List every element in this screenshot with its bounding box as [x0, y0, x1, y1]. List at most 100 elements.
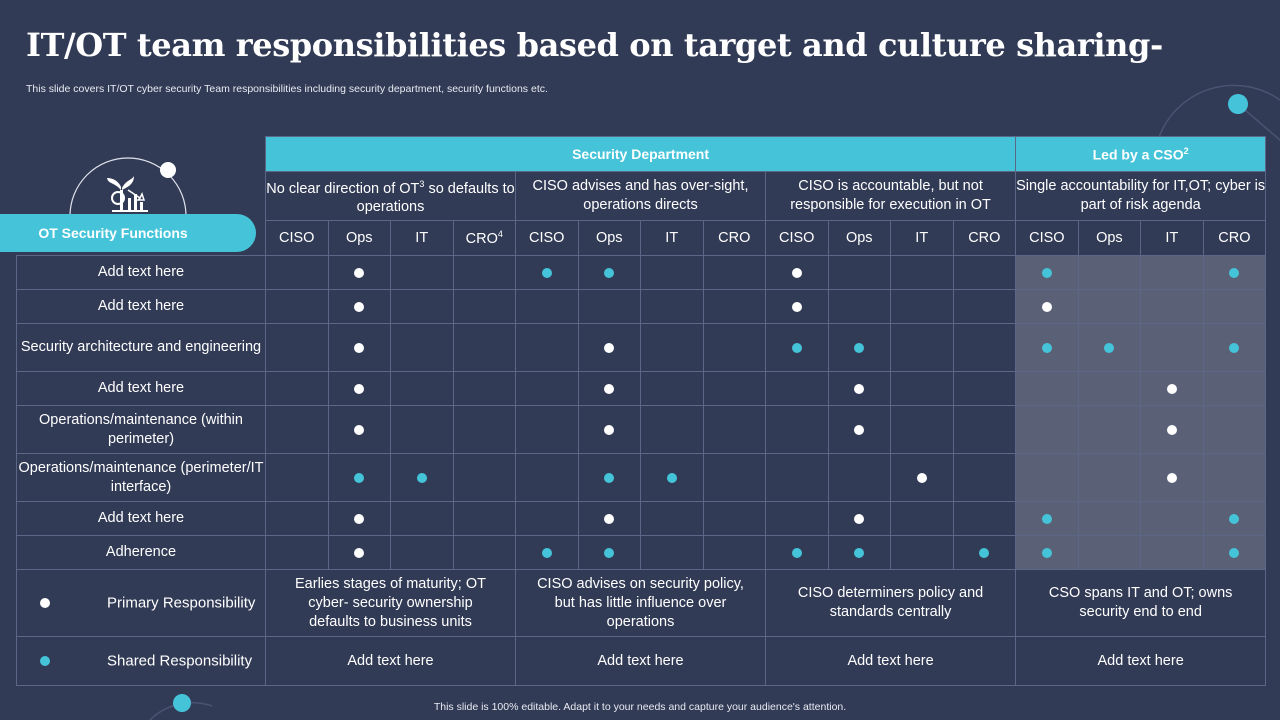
mark-cell — [640, 371, 704, 406]
mark-cell — [890, 371, 954, 406]
shared-dot — [1041, 267, 1052, 278]
primary-dot — [354, 547, 365, 558]
primary-dot — [916, 472, 927, 483]
mark-cell — [1077, 501, 1142, 536]
mark-cell — [702, 405, 766, 454]
shared-note: Add text here — [764, 636, 1017, 686]
shared-dot — [854, 547, 865, 558]
text: Led by a CSO — [1092, 146, 1184, 163]
sub-column-row: CISO Ops IT CRO4 CISO Ops IT CRO CISO Ops IT CRO CIS… — [17, 220, 1267, 256]
sub-column-header: CISO — [1015, 220, 1079, 256]
mark-cell — [827, 255, 891, 290]
shared-dot — [1229, 267, 1240, 278]
mark-cell — [702, 323, 766, 372]
mark-cell — [1140, 255, 1204, 290]
mark-cell — [1202, 289, 1267, 324]
sub-column-header: IT — [890, 220, 954, 256]
mark-cell — [890, 255, 954, 290]
mark-cell — [390, 453, 454, 502]
row-label: Add text here — [16, 255, 266, 290]
mark-cell — [515, 405, 579, 454]
table-row: Adherence — [16, 535, 1267, 570]
shared-dot — [854, 342, 865, 353]
mark-cell — [515, 453, 579, 502]
text: CRO — [968, 230, 1001, 246]
mark-cell — [640, 289, 704, 324]
stage-note: CSO spans IT and OT; owns security end t… — [1015, 569, 1267, 637]
mark-cell — [1140, 405, 1204, 454]
mark-cell — [890, 501, 954, 536]
primary-dot — [354, 301, 365, 312]
text: Ops — [1096, 230, 1123, 246]
shared-dot — [1041, 547, 1052, 558]
mark-cell — [515, 289, 579, 324]
mark-cell — [952, 453, 1017, 502]
mark-cell — [1202, 501, 1267, 536]
shared-dot — [1229, 547, 1240, 558]
primary-dot — [604, 424, 615, 435]
mark-cell — [890, 289, 954, 324]
legend-item: Primary Responsibility — [16, 569, 266, 637]
sub-column-header: Ops — [327, 220, 391, 256]
mark-cell — [265, 371, 329, 406]
row-label: Add text here — [16, 371, 266, 406]
superscript: 2 — [1183, 145, 1189, 156]
mark-cell — [827, 453, 891, 502]
row-label: Add text here — [16, 289, 266, 324]
legend-row: Shared Responsibility Add text here Add te… — [16, 636, 1267, 686]
mark-cell — [952, 371, 1017, 406]
row-label: Adherence — [16, 535, 266, 570]
mark-cell — [702, 371, 766, 406]
mark-cell — [640, 255, 704, 290]
primary-dot — [40, 598, 50, 608]
mark-cell — [1140, 371, 1204, 406]
mark-cell — [265, 323, 329, 372]
mark-cell — [577, 323, 641, 372]
responsibility-table: Security Department Led by a CSO2 No clear… — [16, 136, 1267, 686]
mark-cell — [390, 323, 454, 372]
mark-cell — [577, 535, 641, 570]
mark-cell — [452, 371, 516, 406]
shared-dot — [1229, 342, 1240, 353]
shared-dot — [666, 472, 677, 483]
mark-cell — [765, 289, 829, 324]
sub-column-header: IT — [390, 220, 454, 256]
mark-cell — [827, 405, 891, 454]
mark-cell — [577, 453, 641, 502]
text: CISO — [279, 230, 315, 246]
mark-cell — [765, 535, 829, 570]
sub-column-header: CRO4 — [452, 220, 516, 256]
slide-subtitle: This slide covers IT/OT cyber security T… — [26, 83, 548, 95]
shared-dot — [416, 472, 427, 483]
text: CISO is accountable, but not responsible… — [790, 178, 991, 213]
mark-cell — [952, 255, 1017, 290]
text: IT — [915, 230, 929, 246]
primary-dot — [1166, 472, 1177, 483]
mark-cell — [515, 323, 579, 372]
mark-cell — [827, 501, 891, 536]
sub-column-header: Ops — [1077, 220, 1142, 256]
mark-cell — [515, 501, 579, 536]
mark-cell — [1077, 535, 1142, 570]
sub-column-header: CRO — [702, 220, 766, 256]
mark-cell — [765, 323, 829, 372]
legend-label: Primary Responsibility — [107, 594, 256, 612]
mark-cell — [327, 371, 391, 406]
shared-dot — [791, 342, 802, 353]
mark-cell — [702, 255, 766, 290]
sub-column-header: CISO — [765, 220, 829, 256]
mark-cell — [1015, 405, 1079, 454]
sub-column-header: CISO — [515, 220, 579, 256]
mark-cell — [452, 453, 516, 502]
text: CISO — [1029, 230, 1065, 246]
mark-cell — [577, 501, 641, 536]
text: IT — [1165, 230, 1179, 246]
table-row: Operations/maintenance (perimeter/IT int… — [16, 453, 1267, 502]
shared-note: Add text here — [515, 636, 766, 686]
mark-cell — [1015, 255, 1079, 290]
sub-column-header: IT — [640, 220, 704, 256]
table-row: Operations/maintenance (within perimeter… — [16, 405, 1267, 454]
mark-cell — [452, 255, 516, 290]
mark-cell — [1015, 453, 1079, 502]
primary-dot — [604, 342, 615, 353]
